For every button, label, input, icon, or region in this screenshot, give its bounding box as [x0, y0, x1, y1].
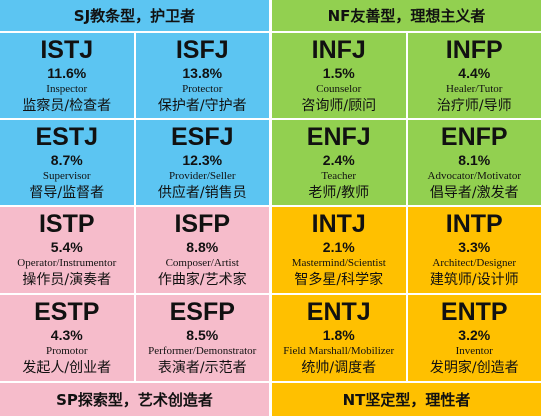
temperament-group: SJ教条型，护卫者 ISTJ 11.6% Inspector 监察员/检查者 ISFJ 13… — [0, 0, 269, 205]
type-cell: ENFJ 2.4% Teacher 老师/教师 — [272, 120, 406, 205]
type-code: ESFJ — [170, 122, 234, 151]
type-cell: ESFP 8.5% Performer/Demonstrator 表演者/示范者 — [135, 295, 269, 381]
type-role: Inventor — [455, 345, 493, 357]
type-cell: INTJ 2.1% Mastermind/Scientist 智多星/科学家 — [272, 207, 406, 293]
type-chinese: 统帅/调度者 — [301, 360, 377, 376]
type-percent: 8.8% — [186, 239, 219, 255]
type-code: INFP — [445, 35, 503, 64]
type-role: Performer/Demonstrator — [148, 345, 257, 357]
type-cell: ISTP 5.4% Operator/Instrumentor 操作员/演奏者 — [0, 207, 134, 293]
group-title: SJ教条型，护卫者 — [0, 0, 269, 31]
type-code: ENFP — [440, 122, 508, 151]
type-role: Supervisor — [42, 169, 91, 182]
type-cell: ISFP 8.8% Composer/Artist 作曲家/艺术家 — [135, 207, 269, 293]
type-chinese: 智多星/科学家 — [294, 272, 384, 288]
type-code: INTP — [445, 210, 503, 238]
type-percent: 2.4% — [322, 151, 355, 168]
type-chinese: 供应者/销售员 — [157, 184, 247, 201]
type-code: INTJ — [311, 210, 366, 238]
type-cell: ISFJ 13.8% Protector 保护者/守护者 — [135, 33, 269, 118]
group-title: NT坚定型，理性者 — [272, 383, 541, 416]
type-role: Teacher — [321, 169, 357, 182]
type-code: ENTJ — [306, 298, 371, 326]
type-percent: 4.4% — [458, 64, 491, 81]
type-role: Architect/Designer — [432, 257, 517, 269]
type-code: INFJ — [311, 35, 366, 64]
type-cell: ENTJ 1.8% Field Marshall/Mobilizer 统帅/调度者 — [272, 295, 406, 381]
type-code: ESTP — [34, 298, 100, 326]
type-code: ENTP — [440, 298, 508, 326]
type-chinese: 老师/教师 — [308, 184, 370, 201]
type-percent: 8.1% — [458, 151, 491, 168]
type-cell: ESTP 4.3% Promotor 发起人/创业者 — [0, 295, 134, 381]
type-chinese: 倡导者/激发者 — [429, 184, 519, 201]
type-role: Promotor — [45, 345, 88, 357]
type-chinese: 保护者/守护者 — [157, 97, 247, 114]
temperament-group: NF友善型，理想主义者 INFJ 1.5% Counselor 咨询师/顾问 INFP 4.… — [272, 0, 541, 205]
type-code: ISTP — [38, 210, 95, 238]
type-percent: 3.3% — [458, 239, 491, 255]
type-chinese: 发起人/创业者 — [22, 360, 112, 376]
type-percent: 1.5% — [322, 64, 355, 81]
type-percent: 13.8% — [182, 64, 223, 81]
type-cell: ENFP 8.1% Advocator/Motivator 倡导者/激发者 — [407, 120, 541, 205]
type-code: ESTJ — [35, 122, 99, 151]
type-cell: INTP 3.3% Architect/Designer 建筑师/设计师 — [407, 207, 541, 293]
temperament-group: NT坚定型，理性者 INTJ 2.1% Mastermind/Scientist 智多星… — [272, 207, 541, 416]
type-chinese: 表演者/示范者 — [157, 360, 247, 376]
type-chinese: 建筑师/设计师 — [429, 272, 519, 288]
type-code: ENFJ — [306, 122, 371, 151]
type-cell: ESFJ 12.3% Provider/Seller 供应者/销售员 — [135, 120, 269, 205]
group-title: SP探索型，艺术创造者 — [0, 383, 269, 416]
type-role: Field Marshall/Mobilizer — [283, 345, 395, 357]
type-role: Operator/Instrumentor — [17, 257, 117, 269]
type-code: ESFP — [169, 298, 235, 326]
type-percent: 3.2% — [458, 327, 491, 343]
type-percent: 1.8% — [322, 327, 355, 343]
type-percent: 8.5% — [186, 327, 219, 343]
type-role: Protector — [182, 82, 223, 95]
type-chinese: 治疗师/导师 — [436, 97, 512, 114]
type-chinese: 监察员/检查者 — [22, 97, 112, 114]
type-chinese: 作曲家/艺术家 — [157, 272, 247, 288]
type-role: Healer/Tutor — [446, 82, 503, 95]
type-percent: 2.1% — [322, 239, 355, 255]
type-percent: 4.3% — [50, 327, 83, 343]
type-cell: ISTJ 11.6% Inspector 监察员/检查者 — [0, 33, 134, 118]
type-percent: 11.6% — [47, 64, 87, 81]
type-role: Mastermind/Scientist — [291, 257, 386, 269]
type-chinese: 督导/监督者 — [29, 184, 105, 201]
type-percent: 12.3% — [182, 151, 223, 168]
type-role: Inspector — [46, 82, 88, 95]
type-chinese: 咨询师/顾问 — [301, 97, 377, 114]
group-title: NF友善型，理想主义者 — [272, 0, 541, 31]
type-role: Provider/Seller — [168, 169, 236, 182]
type-code: ISFP — [174, 210, 231, 238]
type-cell: INFJ 1.5% Counselor 咨询师/顾问 — [272, 33, 406, 118]
type-percent: 8.7% — [50, 151, 83, 168]
type-cell: INFP 4.4% Healer/Tutor 治疗师/导师 — [407, 33, 541, 118]
type-role: Advocator/Motivator — [427, 169, 521, 182]
type-percent: 5.4% — [50, 239, 83, 255]
type-cell: ENTP 3.2% Inventor 发明家/创造者 — [407, 295, 541, 381]
type-chinese: 发明家/创造者 — [429, 360, 519, 376]
temperament-group: SP探索型，艺术创造者 ISTP 5.4% Operator/Instrumentor… — [0, 207, 269, 416]
type-cell: ESTJ 8.7% Supervisor 督导/监督者 — [0, 120, 134, 205]
type-role: Composer/Artist — [165, 257, 239, 269]
type-code: ISFJ — [175, 35, 229, 64]
type-role: Counselor — [316, 82, 362, 95]
type-chinese: 操作员/演奏者 — [22, 272, 112, 288]
type-code: ISTJ — [40, 35, 94, 64]
